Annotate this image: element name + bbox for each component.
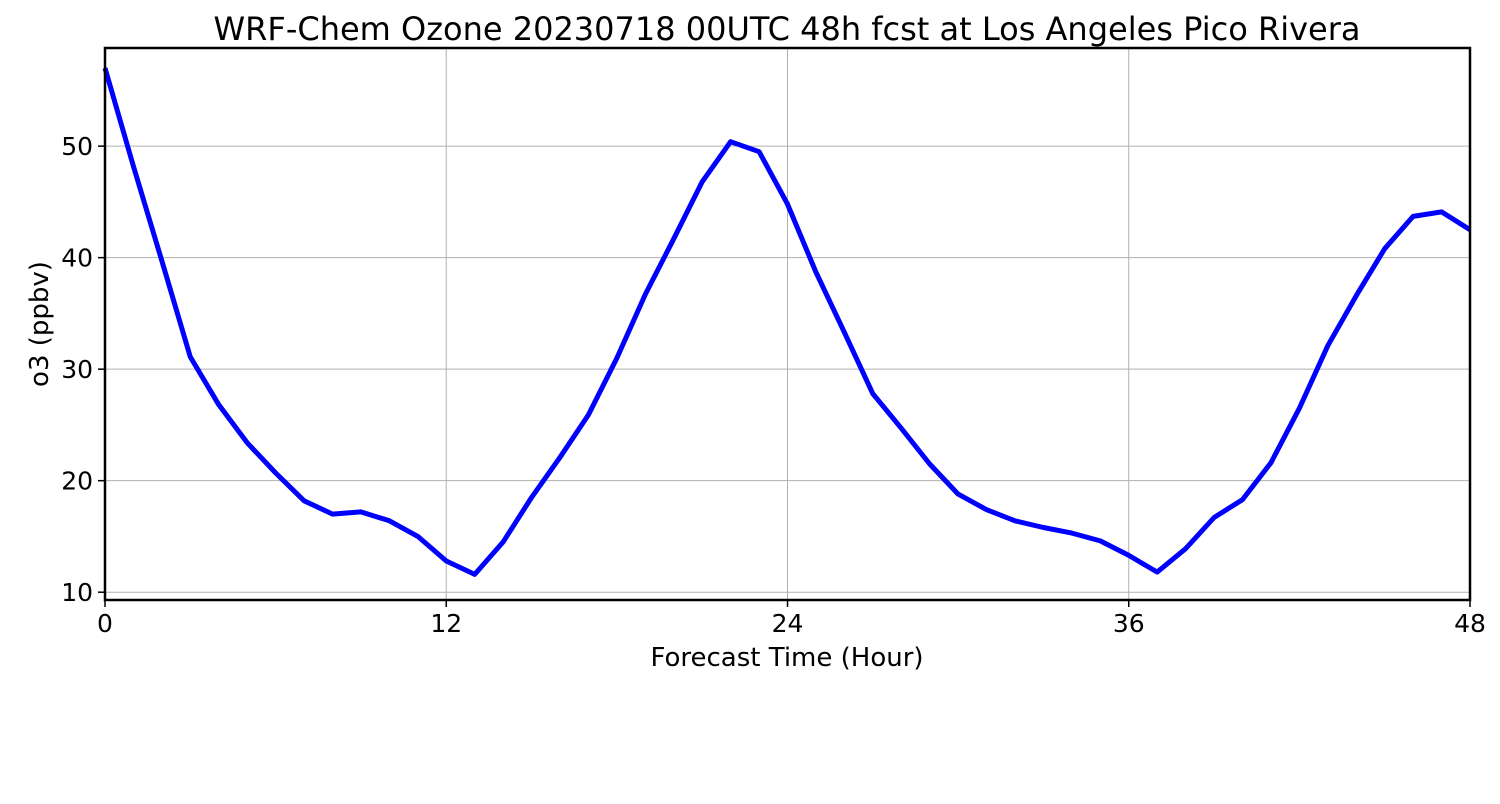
x-tick-label: 0 xyxy=(97,609,113,638)
ozone-data-point xyxy=(501,540,506,545)
ozone-data-point xyxy=(813,270,818,275)
ozone-data-point xyxy=(870,391,875,396)
ozone-data-point xyxy=(1325,343,1330,348)
ticks-layer: 0 12 24 36 48 10 20 30 40 50 xyxy=(61,132,1486,638)
ozone-data-point xyxy=(1297,406,1302,411)
ozone-data-point xyxy=(188,354,193,359)
ozone-data-point xyxy=(842,330,847,335)
ozone-data-point xyxy=(927,462,932,467)
ozone-data-point xyxy=(302,498,307,503)
ozone-data-point xyxy=(1098,538,1103,543)
ozone-data-point xyxy=(330,512,335,517)
x-tick-label: 36 xyxy=(1113,609,1145,638)
chart-title: WRF-Chem Ozone 20230718 00UTC 48h fcst a… xyxy=(214,10,1361,48)
ozone-data-point xyxy=(1013,518,1018,523)
x-axis-label: Forecast Time (Hour) xyxy=(650,643,923,673)
ozone-data-point xyxy=(728,139,733,144)
y-tick-label: 50 xyxy=(61,132,93,161)
ozone-data-point xyxy=(785,202,790,207)
y-tick-label: 40 xyxy=(61,244,93,273)
series-layer xyxy=(102,67,1472,577)
ozone-data-point xyxy=(586,412,591,417)
ozone-data-point xyxy=(899,426,904,431)
y-tick-label: 10 xyxy=(61,578,93,607)
ozone-data-point xyxy=(757,149,762,154)
x-tick-label: 12 xyxy=(430,609,462,638)
ozone-data-point xyxy=(159,259,164,264)
ozone-data-point xyxy=(1126,553,1131,558)
x-tick-label: 48 xyxy=(1454,609,1486,638)
ozone-data-point xyxy=(1439,209,1444,214)
ozone-data-point xyxy=(472,572,477,577)
ozone-data-point xyxy=(1041,525,1046,530)
y-axis-label: o3 (ppbv) xyxy=(25,261,55,387)
ozone-data-point xyxy=(1411,214,1416,219)
ozone-data-point xyxy=(358,509,363,514)
ozone-data-point xyxy=(1240,497,1245,502)
ozone-data-point xyxy=(614,356,619,361)
ozone-data-point xyxy=(984,507,989,512)
ozone-data-point xyxy=(1069,531,1074,536)
ozone-data-point xyxy=(1183,546,1188,551)
ozone-data-point xyxy=(387,518,392,523)
ozone-data-point xyxy=(671,236,676,241)
ozone-data-point xyxy=(643,292,648,297)
ozone-data-point xyxy=(415,534,420,539)
ozone-data-point xyxy=(444,559,449,564)
ozone-data-point xyxy=(273,470,278,475)
y-tick-label: 20 xyxy=(61,467,93,496)
ozone-data-point xyxy=(700,179,705,184)
grid-layer xyxy=(104,48,1471,600)
ozone-data-point xyxy=(1354,293,1359,298)
ozone-data-point xyxy=(1382,246,1387,251)
ozone-series-line xyxy=(102,67,1472,577)
ozone-data-point xyxy=(1268,460,1273,465)
ozone-data-point xyxy=(245,440,250,445)
ozone-data-point xyxy=(131,164,136,169)
ozone-data-point xyxy=(956,492,961,497)
ozone-data-point xyxy=(1212,515,1217,520)
ozone-data-point xyxy=(216,402,221,407)
ozone-data-point xyxy=(1155,570,1160,575)
x-tick-label: 24 xyxy=(772,609,804,638)
ozone-data-point xyxy=(529,495,534,500)
ozone-data-point xyxy=(558,455,563,460)
y-tick-label: 30 xyxy=(61,355,93,384)
